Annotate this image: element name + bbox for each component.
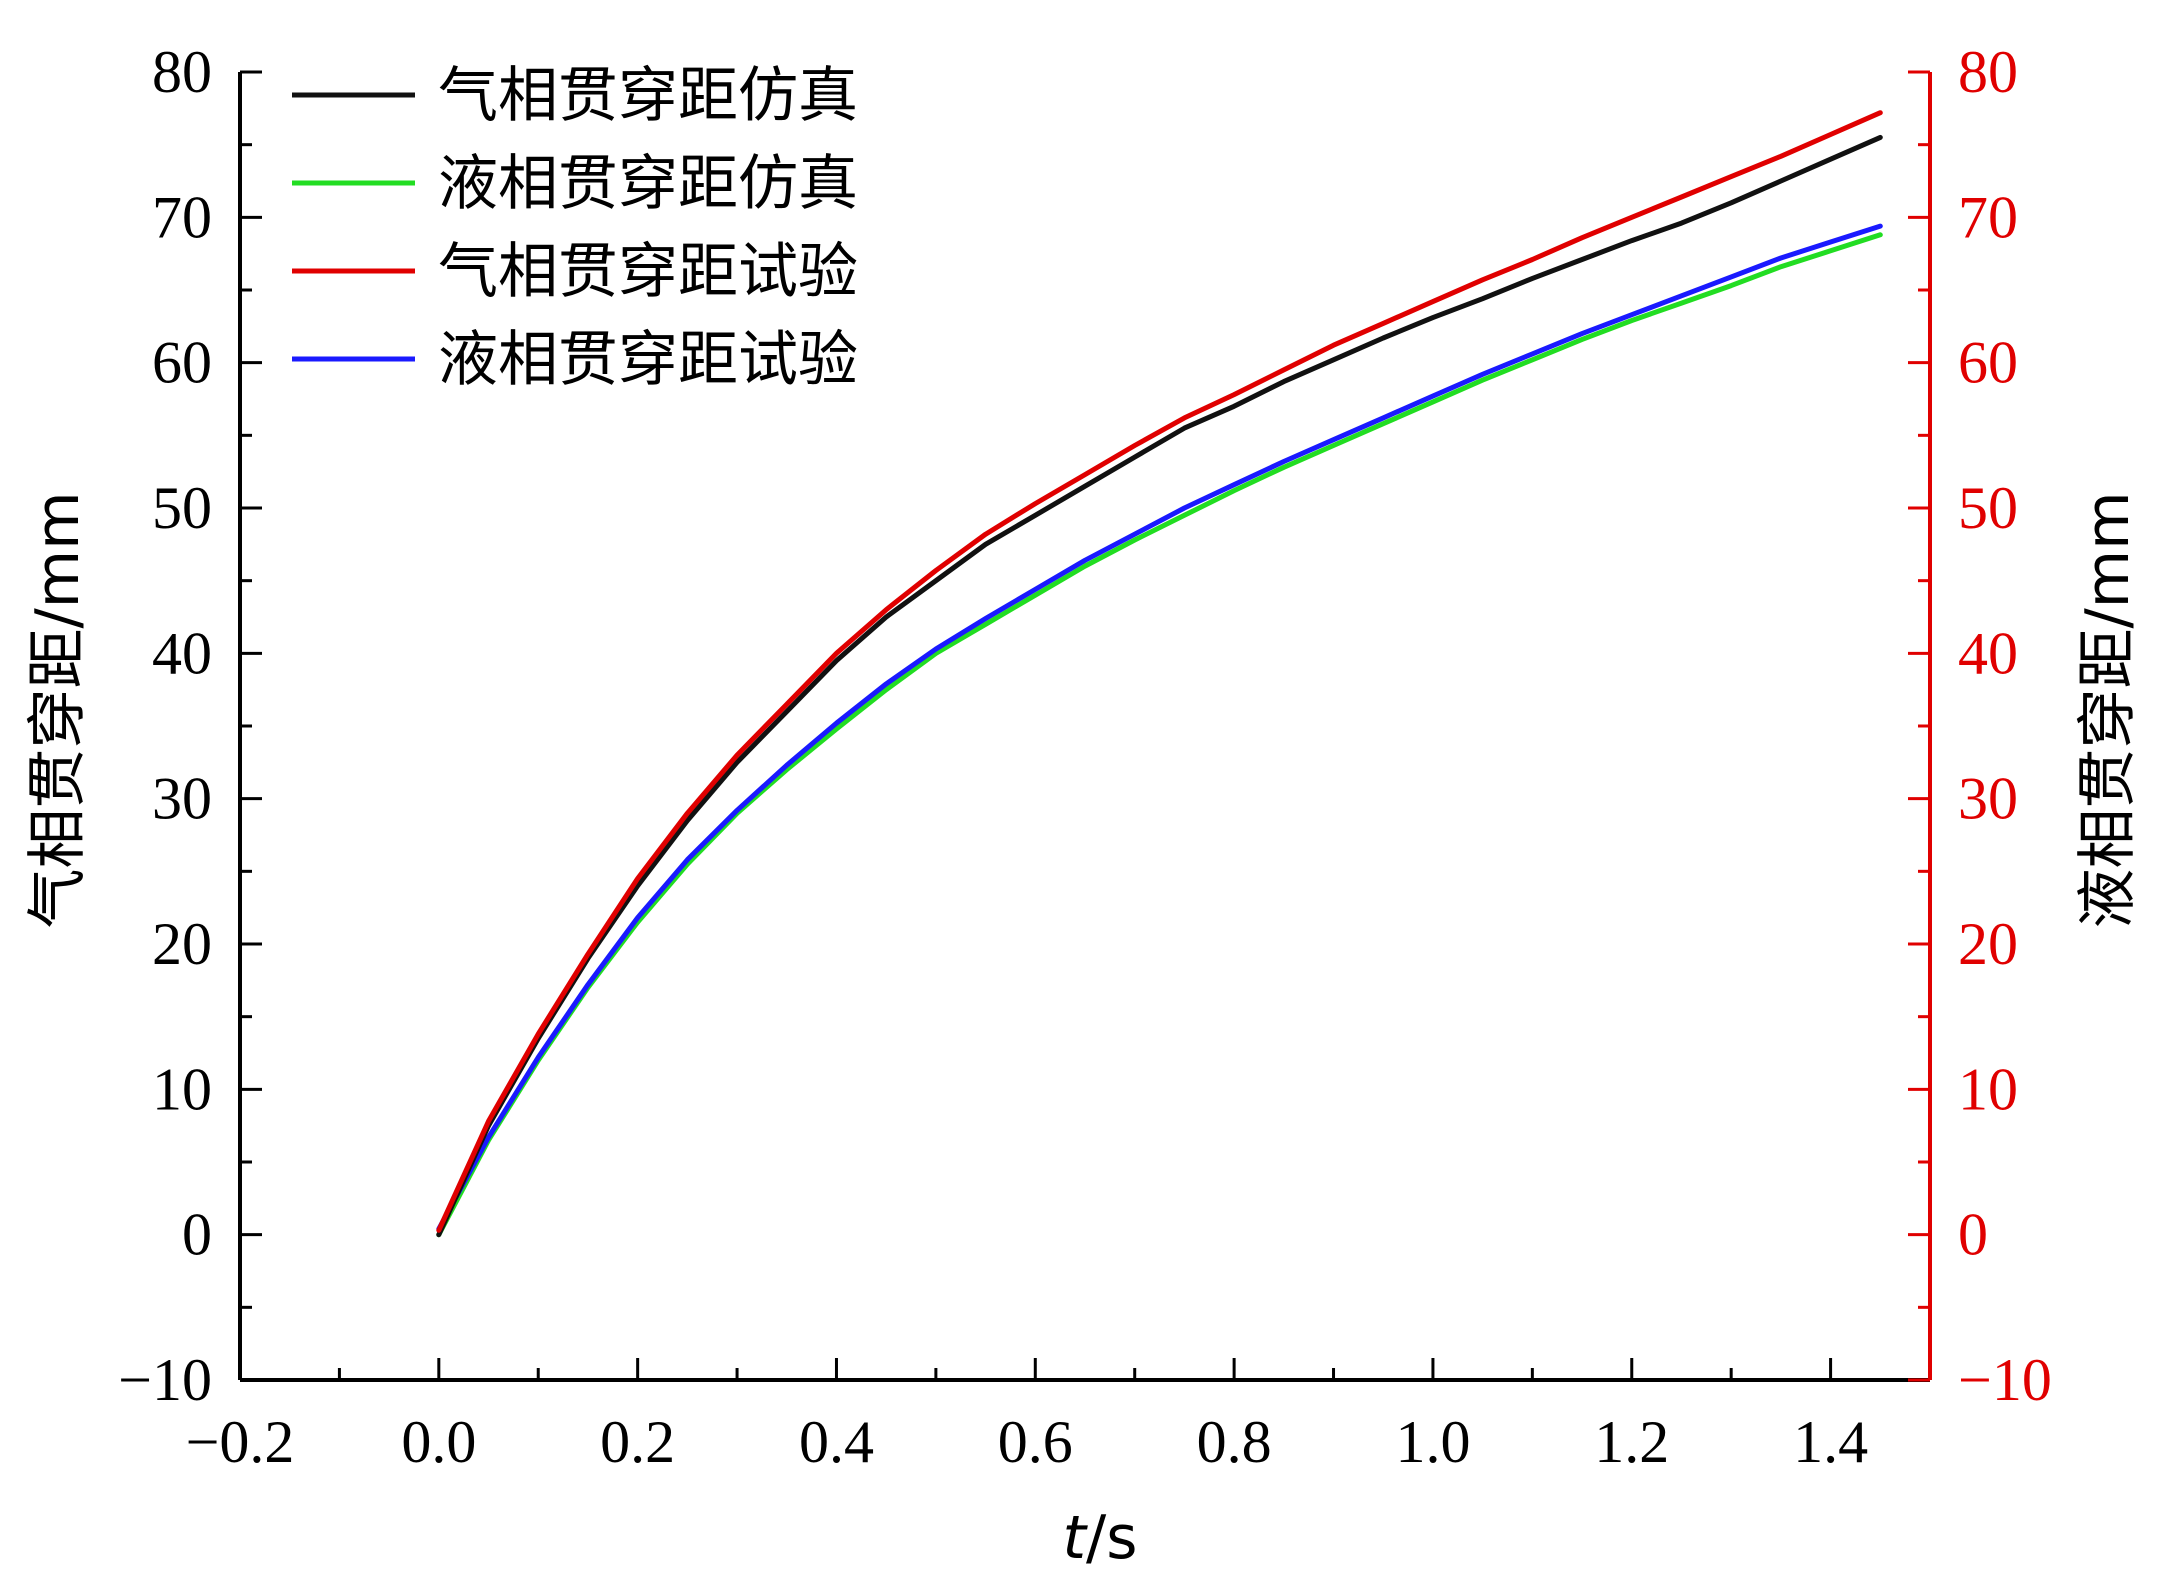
- right-y-tick-label: 40: [1958, 620, 2018, 686]
- series-line-0: [436, 134, 1883, 1238]
- left-y-tick-label: −10: [118, 1347, 212, 1413]
- right-y-tick-label: 30: [1958, 766, 2018, 832]
- right-y-tick-label: 80: [1958, 39, 2018, 105]
- x-tick-label: 1.2: [1594, 1409, 1669, 1475]
- left-y-tick-label: 70: [152, 184, 212, 250]
- left-y-tick-label: 80: [152, 39, 212, 105]
- left-y-tick-label: 40: [152, 620, 212, 686]
- legend-label: 液相贯穿距仿真: [438, 149, 858, 219]
- right-y-tick-label: 60: [1958, 330, 2018, 396]
- right-y-tick-label: 20: [1958, 911, 2018, 977]
- x-tick-label: 0.8: [1197, 1409, 1272, 1475]
- x-axis-title-var: t: [1062, 1503, 1088, 1573]
- legend-label: 液相贯穿距试验: [438, 325, 858, 395]
- x-tick-label: 0.4: [799, 1409, 874, 1475]
- legend-label: 气相贯穿距仿真: [438, 61, 858, 131]
- x-tick-label: 0.0: [401, 1409, 476, 1475]
- x-tick-label: 0.2: [600, 1409, 675, 1475]
- x-axis: −0.2 0.0 0.2 0.4 0.6 0.8 1.0 1.2 1.4: [186, 1358, 1868, 1475]
- series-line-3: [436, 223, 1883, 1232]
- left-y-tick-label: 30: [152, 766, 212, 832]
- x-axis-title: t/s: [1062, 1503, 1137, 1573]
- legend-label: 气相贯穿距试验: [438, 237, 858, 307]
- x-axis-title-unit: /s: [1086, 1503, 1137, 1573]
- right-y-axis-title: 液相贯穿距/mm: [2073, 491, 2143, 928]
- right-y-tick-label: −10: [1958, 1347, 2052, 1413]
- left-y-tick-label: 60: [152, 330, 212, 396]
- left-y-tick-label: 0: [182, 1202, 212, 1268]
- series-layer: [436, 110, 1883, 1238]
- x-tick-label: 1.4: [1793, 1409, 1868, 1475]
- right-y-tick-label: 10: [1958, 1056, 2018, 1122]
- right-y-tick-label: 0: [1958, 1202, 1988, 1268]
- left-y-tick-label: 50: [152, 475, 212, 541]
- right-y-tick-label: 50: [1958, 475, 2018, 541]
- y-axis-right: −10 0 10 20 30 40 50 60 70 80: [1908, 39, 2052, 1413]
- x-tick-label: −0.2: [186, 1409, 295, 1475]
- series-line-1: [436, 232, 1883, 1238]
- x-tick-label: 1.0: [1395, 1409, 1470, 1475]
- series-line-2: [436, 110, 1883, 1233]
- x-tick-label: 0.6: [998, 1409, 1073, 1475]
- left-y-axis-title: 气相贯穿距/mm: [23, 491, 93, 928]
- left-y-tick-label: 10: [152, 1056, 212, 1122]
- left-y-tick-label: 20: [152, 911, 212, 977]
- y-axis-left: −10 0 10 20 30 40 50 60 70 80: [118, 39, 262, 1413]
- right-y-tick-label: 70: [1958, 184, 2018, 250]
